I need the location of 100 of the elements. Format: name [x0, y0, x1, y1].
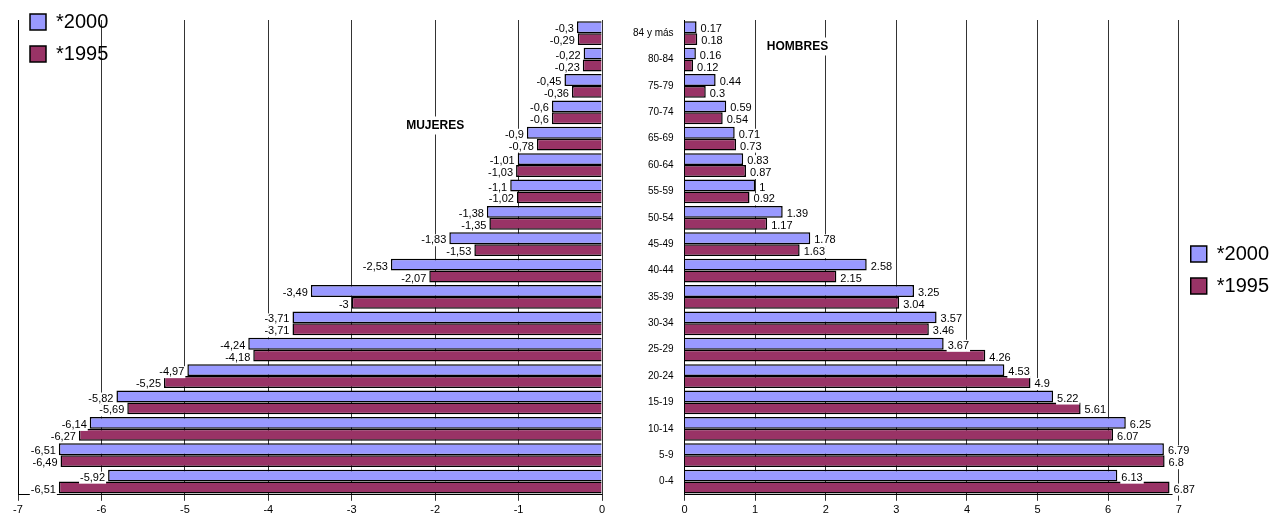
- x-tick-label: -1: [513, 503, 524, 516]
- data-label: 0.83: [747, 154, 769, 167]
- x-tick-label: -6: [96, 503, 107, 516]
- data-label: -3,49: [282, 286, 308, 299]
- x-tick-label: -2: [430, 503, 441, 516]
- x-tick-label: 0: [681, 503, 688, 516]
- data-label: 0.3: [709, 86, 726, 99]
- x-tick-label: -5: [179, 503, 190, 516]
- data-label: -6,49: [32, 456, 58, 469]
- x-tick-label: 6: [1105, 503, 1112, 516]
- data-label: -0,3: [555, 22, 574, 35]
- y-tick-label: 35-39: [647, 290, 675, 302]
- data-label: 2.58: [870, 259, 893, 272]
- y-tick-label: 25-29: [647, 343, 675, 355]
- data-label: -6,14: [61, 417, 87, 430]
- data-label: -4,97: [159, 365, 185, 378]
- data-label: -0,9: [504, 127, 524, 140]
- y-tick-label: 75-79: [647, 79, 675, 91]
- data-label: -1,03: [487, 166, 514, 179]
- x-tick-label: 1: [752, 503, 759, 516]
- data-label: -1,38: [458, 206, 484, 219]
- legend-label: *1995: [1216, 273, 1270, 296]
- data-label: -5,69: [99, 403, 125, 416]
- y-tick-label: 20-24: [647, 369, 675, 381]
- data-label: 1: [759, 180, 766, 193]
- data-label: 5.61: [1084, 403, 1107, 416]
- data-label: -0,6: [529, 101, 549, 114]
- x-tick-label: 7: [1175, 503, 1182, 516]
- y-tick-label: 0-4: [659, 475, 675, 487]
- data-label: 3.67: [947, 338, 970, 351]
- data-label: 6.87: [1173, 482, 1195, 495]
- data-label: -1,53: [446, 245, 472, 258]
- x-tick-label: 5: [1034, 503, 1041, 516]
- data-label: -6,27: [50, 429, 76, 442]
- data-label: 6.25: [1129, 417, 1152, 430]
- data-label: -1,83: [421, 233, 447, 246]
- data-label: -3: [338, 297, 349, 310]
- x-tick-label: -4: [263, 503, 274, 516]
- data-label: 0.59: [730, 101, 752, 114]
- data-label: -0,29: [549, 34, 575, 47]
- data-label: 3.57: [940, 312, 963, 325]
- annotation: HOMBRES: [766, 38, 829, 53]
- data-label: -6,51: [30, 482, 56, 495]
- data-label: 1.17: [771, 218, 793, 231]
- data-label: 0.87: [749, 166, 772, 179]
- data-label: 0.12: [697, 60, 719, 73]
- data-label: -2,53: [362, 259, 388, 272]
- data-label: 0.18: [701, 34, 723, 47]
- data-label: -0,36: [543, 86, 569, 99]
- data-label: 4.26: [989, 350, 1011, 363]
- data-label: 5.22: [1057, 391, 1079, 404]
- data-label: -5,82: [88, 391, 114, 404]
- y-tick-label: 65-69: [647, 132, 675, 144]
- data-label: -6,51: [30, 444, 56, 457]
- y-tick-label: 60-64: [647, 158, 675, 170]
- y-tick-label: 15-19: [647, 396, 675, 408]
- data-label: -3,71: [264, 324, 290, 337]
- data-label: 6.13: [1121, 470, 1143, 483]
- y-tick-label: 45-49: [647, 237, 675, 249]
- y-tick-label: 70-74: [647, 106, 675, 118]
- data-label: -0,6: [529, 113, 549, 126]
- x-tick-label: 2: [822, 503, 829, 516]
- data-label: 1.63: [803, 245, 826, 258]
- data-label: -0,23: [554, 60, 580, 73]
- data-label: 1.39: [786, 206, 809, 219]
- x-tick-label: -3: [346, 503, 357, 516]
- data-label: 0.92: [753, 192, 775, 205]
- data-label: 4.53: [1008, 365, 1030, 378]
- legend-label: *2000: [1216, 241, 1270, 264]
- legend-label: *2000: [56, 9, 109, 32]
- x-tick-label: 3: [893, 503, 900, 516]
- data-label: 0.44: [719, 75, 742, 88]
- annotation: MUJERES: [406, 117, 465, 132]
- data-label: 2.15: [840, 271, 862, 284]
- data-label: -1,1: [488, 180, 508, 193]
- y-tick-label: 10-14: [647, 422, 675, 434]
- y-tick-label: 30-34: [647, 317, 675, 329]
- data-label: -0,45: [536, 75, 562, 88]
- y-tick-label: 80-84: [647, 53, 675, 65]
- data-label: -3,71: [264, 312, 290, 325]
- data-label: -1,01: [489, 154, 515, 167]
- data-label: 6.07: [1117, 429, 1139, 442]
- data-label: 0.71: [738, 127, 761, 140]
- y-tick-label: 5-9: [659, 448, 675, 460]
- data-label: -0,22: [555, 48, 581, 61]
- data-label: 0.54: [726, 113, 749, 126]
- x-tick-label: -7: [13, 503, 23, 516]
- data-label: -5,25: [135, 377, 161, 390]
- data-label: -4,24: [220, 338, 246, 351]
- x-tick-label: 0: [598, 503, 606, 516]
- data-label: -5,92: [80, 470, 106, 483]
- data-label: 3.46: [932, 324, 955, 337]
- data-label: 6.79: [1167, 444, 1190, 457]
- data-label: 4.9: [1034, 377, 1050, 390]
- y-tick-label: 40-44: [647, 264, 675, 276]
- data-label: 0.17: [700, 22, 722, 35]
- y-tick-label: 50-54: [647, 211, 675, 223]
- data-label: -4,18: [225, 350, 251, 363]
- data-label: -1,02: [488, 192, 514, 205]
- data-label: 1.78: [814, 233, 836, 246]
